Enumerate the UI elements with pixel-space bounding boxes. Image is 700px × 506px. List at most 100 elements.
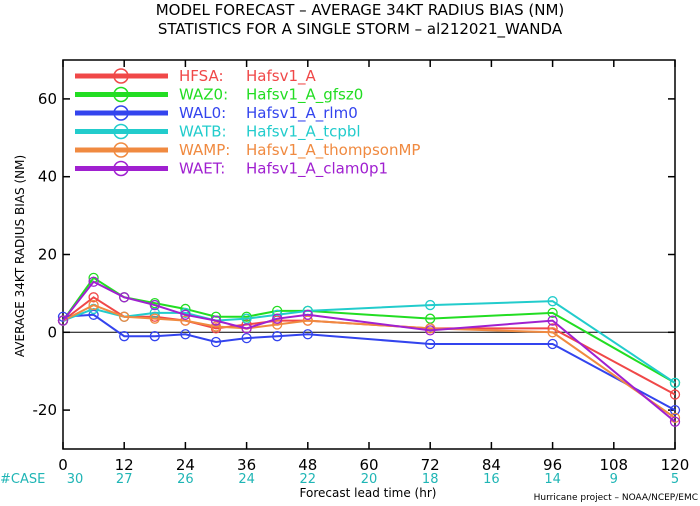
legend-marker <box>113 123 129 140</box>
data-point-watb <box>547 296 558 307</box>
series-line-watb <box>62 300 676 384</box>
data-point-wal0 <box>669 404 681 416</box>
case-count-value: 9 <box>610 472 618 487</box>
data-point-waet <box>547 315 558 326</box>
case-count-value: 14 <box>544 472 561 487</box>
data-point-wal0 <box>119 331 130 342</box>
data-point-wal0 <box>88 309 99 320</box>
data-point-watb <box>149 307 160 319</box>
legend-code: WAL0: <box>179 104 226 122</box>
data-point-waet <box>149 299 160 311</box>
legend-marker <box>113 160 129 177</box>
chart-subtitle: STATISTICS FOR A SINGLE STORM – al212021… <box>158 20 563 39</box>
series-line-waet <box>62 280 676 423</box>
legend-code: WAMP: <box>179 141 230 159</box>
y-tick-label: 0 <box>47 323 57 341</box>
data-point-waet <box>669 416 681 427</box>
legend-label: Hafsv1_A_thompsonMP <box>246 141 420 160</box>
data-point-waet <box>302 309 313 320</box>
y-tick-label: 60 <box>38 90 57 108</box>
data-point-wamp <box>149 313 160 324</box>
legend: HFSA: Hafsv1_A WAZ0: Hafsv1_A_gfsz0 WAL0: Haf… <box>75 67 420 179</box>
legend-marker <box>113 142 129 158</box>
legend-label: Hafsv1_A_clam0p1 <box>246 160 388 179</box>
case-count-value: 18 <box>422 472 439 487</box>
data-point-waz0 <box>425 313 436 324</box>
series-wal0 <box>57 309 681 416</box>
data-point-wamp <box>119 311 130 322</box>
y-axis: -20 0 20 40 60 <box>33 90 675 419</box>
data-point-wal0 <box>547 338 558 350</box>
legend-code: WAZ0: <box>179 86 228 104</box>
legend-label: Hafsv1_A_tcpbl <box>246 123 361 142</box>
case-count-value: 26 <box>177 472 194 487</box>
series-waet <box>57 276 681 427</box>
legend-entry-waet: WAET: Hafsv1_A_clam0p1 <box>75 160 388 179</box>
data-point-wamp <box>180 315 191 326</box>
series-line-waz0 <box>62 276 676 384</box>
x-tick-label: 96 <box>543 456 562 474</box>
x-tick-label: 72 <box>421 456 440 474</box>
series-waz0 <box>57 272 681 389</box>
case-count-value: 30 <box>67 472 84 487</box>
case-count-value: 24 <box>238 472 255 487</box>
data-point-hfsa <box>669 389 681 400</box>
data-point-wal0 <box>57 311 69 322</box>
case-count-row: #CASE 30 27 26 24 22 20 18 16 14 9 5 <box>0 472 679 487</box>
data-point-wamp <box>88 299 99 311</box>
x-tick-label: 48 <box>298 456 317 474</box>
legend-label: Hafsv1_A_gfsz0 <box>246 86 363 105</box>
data-point-wal0 <box>241 332 252 344</box>
legend-label: Hafsv1_A <box>246 67 316 86</box>
legend-code: WAET: <box>179 160 225 178</box>
data-point-wamp <box>302 315 313 326</box>
data-point-wal0 <box>425 338 436 350</box>
data-point-wal0 <box>210 336 222 348</box>
data-point-wamp <box>547 327 558 338</box>
series-watb <box>57 296 681 389</box>
data-point-waet <box>119 292 130 303</box>
y-axis-label: AVERAGE 34KT RADIUS BIAS (NM) <box>13 155 27 357</box>
legend-entry-watb: WATB: Hafsv1_A_tcpbl <box>75 123 361 142</box>
data-point-hfsa <box>88 292 99 303</box>
legend-marker <box>113 105 129 121</box>
x-tick-label: 24 <box>176 456 195 474</box>
x-tick-label: 84 <box>482 456 501 474</box>
data-point-waet <box>272 313 283 324</box>
data-point-watb <box>425 299 436 311</box>
x-tick-label: 12 <box>115 456 134 474</box>
data-point-waet <box>88 276 99 287</box>
case-count-label: #CASE <box>0 472 45 487</box>
y-tick-label: -20 <box>33 401 58 419</box>
data-point-waet <box>425 325 436 336</box>
case-count-value: 22 <box>300 472 317 487</box>
plot-area <box>62 59 676 450</box>
data-point-waz0 <box>547 307 558 319</box>
credit-text: Hurricane project – NOAA/NCEP/EMC <box>534 493 698 503</box>
data-point-waet <box>241 323 252 334</box>
legend-marker <box>113 68 129 84</box>
legend-code: HFSA: <box>179 67 224 85</box>
case-count-value: 27 <box>116 472 133 487</box>
x-axis-label: Forecast lead time (hr) <box>300 486 437 500</box>
y-tick-label: 20 <box>38 246 57 264</box>
case-count-value: 16 <box>483 472 500 487</box>
x-tick-label: 60 <box>359 456 378 474</box>
case-count-value: 20 <box>361 472 378 487</box>
legend-entry-waz0: WAZ0: Hafsv1_A_gfsz0 <box>75 86 363 105</box>
legend-label: Hafsv1_A_rlm0 <box>246 104 358 123</box>
chart-title: MODEL FORECAST – AVERAGE 34KT RADIUS BIA… <box>156 1 565 19</box>
x-tick-label: 0 <box>58 456 68 474</box>
series-layer <box>57 272 681 427</box>
x-axis: 0 12 24 36 48 60 72 84 96 108 120 <box>58 60 689 474</box>
data-point-watb <box>669 377 681 389</box>
case-count-value: 5 <box>671 472 679 487</box>
y-tick-label: 40 <box>38 168 57 186</box>
data-point-wamp <box>210 321 222 332</box>
data-point-wal0 <box>302 329 313 340</box>
data-point-waet <box>210 315 222 326</box>
data-point-wal0 <box>180 329 191 340</box>
series-line-wal0 <box>62 313 676 411</box>
legend-marker <box>113 86 129 103</box>
